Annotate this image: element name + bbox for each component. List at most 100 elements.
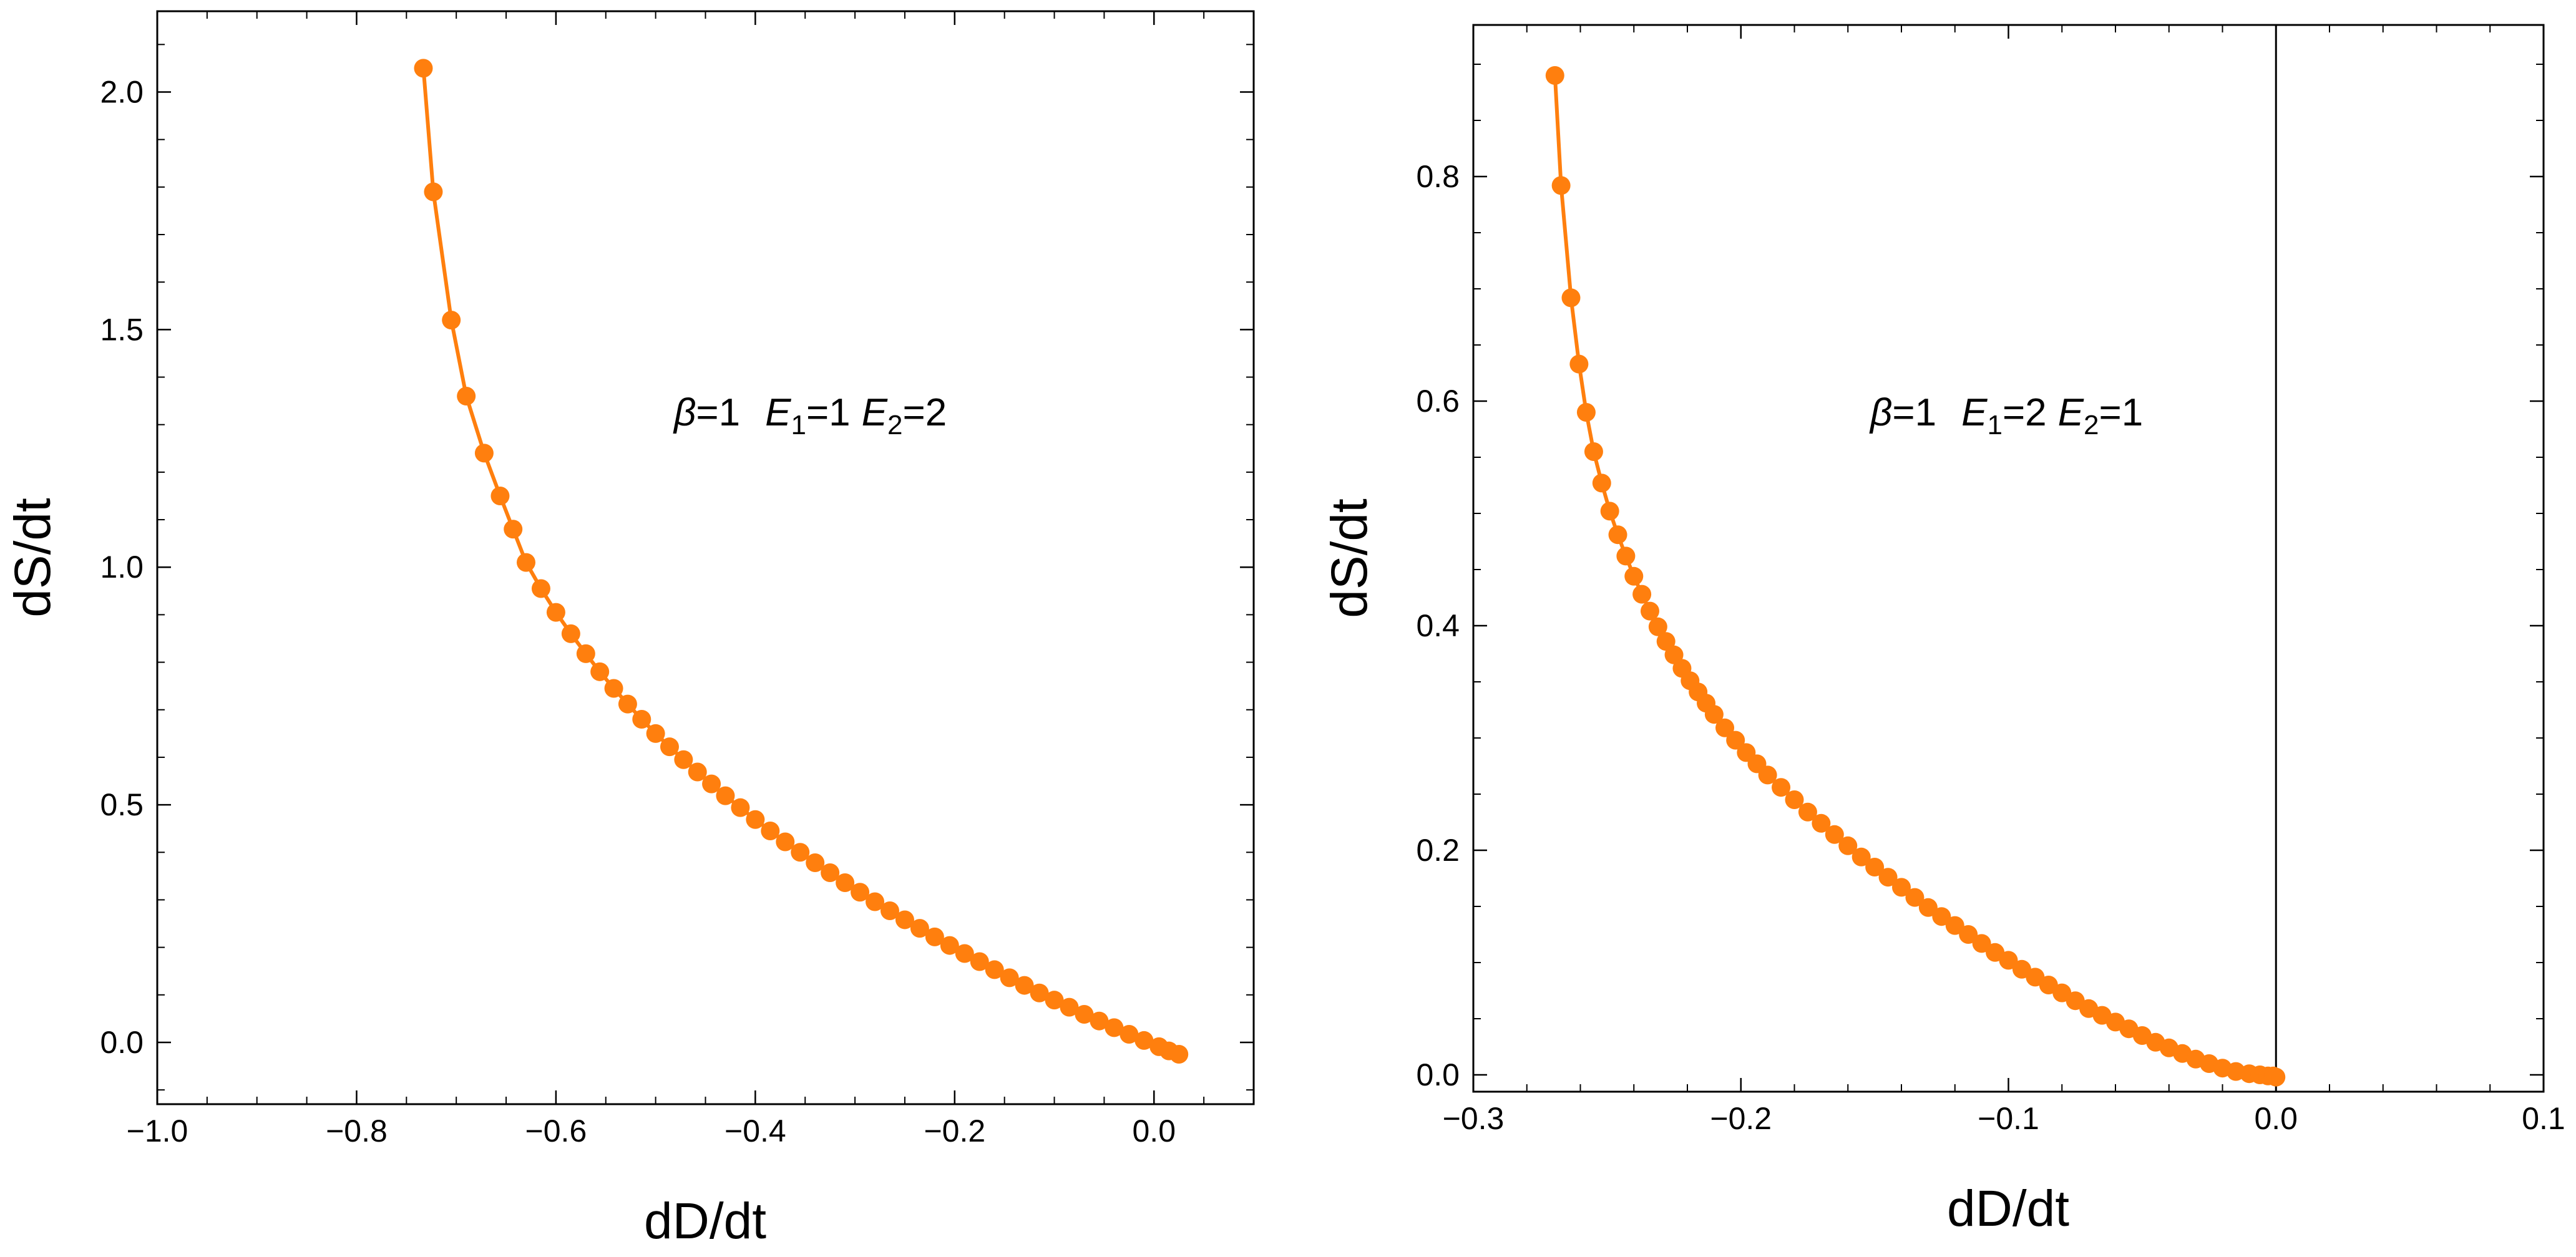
data-point	[1592, 473, 1611, 493]
data-point	[1972, 934, 1991, 953]
y-tick-label: 0.8	[1416, 159, 1460, 194]
data-point	[1715, 718, 1735, 737]
data-point	[1075, 1005, 1094, 1024]
left-y-axis-title: dS/dt	[4, 498, 61, 618]
data-point	[1015, 976, 1034, 995]
left-annotation-e2-value: =2	[903, 391, 947, 434]
left-y-ticks: 0.0 0.5 1.0 1.5 2.0	[100, 44, 1254, 1091]
left-annotation-e1-sub: 1	[791, 410, 806, 440]
data-point	[836, 873, 855, 893]
x-tick-label: −0.4	[724, 1114, 786, 1148]
left-annotation-e2-sub: 2	[887, 410, 902, 440]
data-point	[646, 724, 665, 743]
data-point	[688, 762, 707, 782]
left-annotation-e2: E	[862, 391, 888, 434]
data-point	[2266, 1067, 2286, 1087]
data-point	[1838, 836, 1858, 855]
data-point	[516, 553, 535, 572]
x-tick-label: −0.2	[924, 1114, 985, 1148]
data-point	[561, 624, 580, 643]
data-point	[1616, 546, 1636, 566]
y-tick-label: 0.0	[1416, 1057, 1460, 1092]
data-point	[1608, 525, 1627, 545]
right-y-axis-title: dS/dt	[1321, 498, 1378, 618]
data-point	[1624, 566, 1644, 586]
data-point	[1105, 1018, 1124, 1037]
y-tick-label: 0.6	[1416, 384, 1460, 419]
data-point	[1785, 790, 1804, 809]
data-point	[880, 901, 899, 920]
data-point	[1600, 502, 1619, 521]
data-point	[504, 520, 523, 539]
data-point	[1090, 1011, 1109, 1031]
data-point	[955, 944, 974, 963]
data-point	[1134, 1031, 1154, 1050]
x-tick-label: −0.8	[326, 1114, 388, 1148]
data-point	[442, 311, 461, 330]
data-point	[806, 853, 825, 873]
data-point	[1852, 847, 1871, 866]
data-point	[1798, 802, 1817, 822]
right-annotation-e2-sub: 2	[2084, 410, 2099, 440]
data-point	[1772, 778, 1791, 797]
data-point	[791, 843, 810, 862]
data-point	[1905, 888, 1925, 907]
series-line	[421, 68, 1180, 1056]
data-point	[1169, 1045, 1189, 1064]
data-point	[1120, 1025, 1139, 1044]
right-annotation-beta: β	[1869, 391, 1892, 434]
left-annotation-beta: β	[673, 391, 696, 434]
data-point	[1551, 176, 1571, 195]
right-annotation-e1-sub: 1	[1987, 410, 2002, 440]
right-series	[1545, 66, 2286, 1087]
data-point	[1576, 403, 1596, 422]
left-series	[414, 59, 1189, 1064]
left-annotation-e1: E	[765, 391, 791, 434]
data-point	[1656, 632, 1676, 651]
data-point	[1812, 813, 1831, 833]
y-tick-label: 1.0	[100, 550, 144, 585]
right-x-axis-title: dD/dt	[1947, 1180, 2069, 1237]
data-point	[1932, 907, 1951, 926]
data-point	[940, 936, 959, 955]
data-point	[1892, 878, 1911, 897]
series-line	[1553, 75, 2277, 1079]
x-tick-label: 0.1	[2522, 1101, 2565, 1136]
data-point	[632, 709, 651, 729]
data-point	[1000, 968, 1019, 988]
x-tick-label: 0.0	[2254, 1101, 2298, 1136]
data-point	[1865, 858, 1885, 876]
right-x-ticks: −0.3 −0.2 −0.1 0.0 0.1	[1443, 25, 2565, 1136]
data-point	[1561, 288, 1581, 308]
data-point	[746, 810, 765, 829]
data-point	[546, 603, 565, 622]
data-point	[895, 910, 914, 929]
data-point	[851, 883, 870, 902]
left-x-ticks: −1.0 −0.8 −0.6 −0.4 −0.2 0.0	[127, 11, 1254, 1148]
right-annotation-e2-value: =1	[2099, 391, 2144, 434]
data-point	[1945, 916, 1964, 935]
data-point	[1726, 730, 1745, 750]
data-point	[1758, 765, 1777, 785]
data-point	[985, 960, 1004, 979]
data-point	[474, 444, 494, 463]
right-annotation-e1: E	[1961, 391, 1988, 434]
data-point	[424, 182, 443, 201]
x-tick-label: −0.3	[1443, 1101, 1505, 1136]
data-point	[702, 774, 721, 794]
right-annotation: β=1 E1=2 E2=1	[1869, 391, 2143, 440]
data-point	[1060, 997, 1079, 1017]
data-point	[925, 927, 944, 946]
data-point	[1959, 925, 1978, 944]
x-tick-label: −0.2	[1710, 1101, 1772, 1136]
data-point	[414, 59, 433, 78]
y-tick-label: 0.0	[100, 1025, 144, 1060]
data-point	[1045, 991, 1064, 1010]
data-point	[457, 387, 476, 406]
left-plot-frame	[156, 10, 1255, 1105]
left-annotation-beta-value: =1	[696, 391, 740, 434]
x-tick-label: −0.1	[1978, 1101, 2039, 1136]
data-point	[1825, 825, 1844, 844]
right-annotation-e2: E	[2058, 391, 2084, 434]
y-tick-label: 0.2	[1416, 833, 1460, 868]
